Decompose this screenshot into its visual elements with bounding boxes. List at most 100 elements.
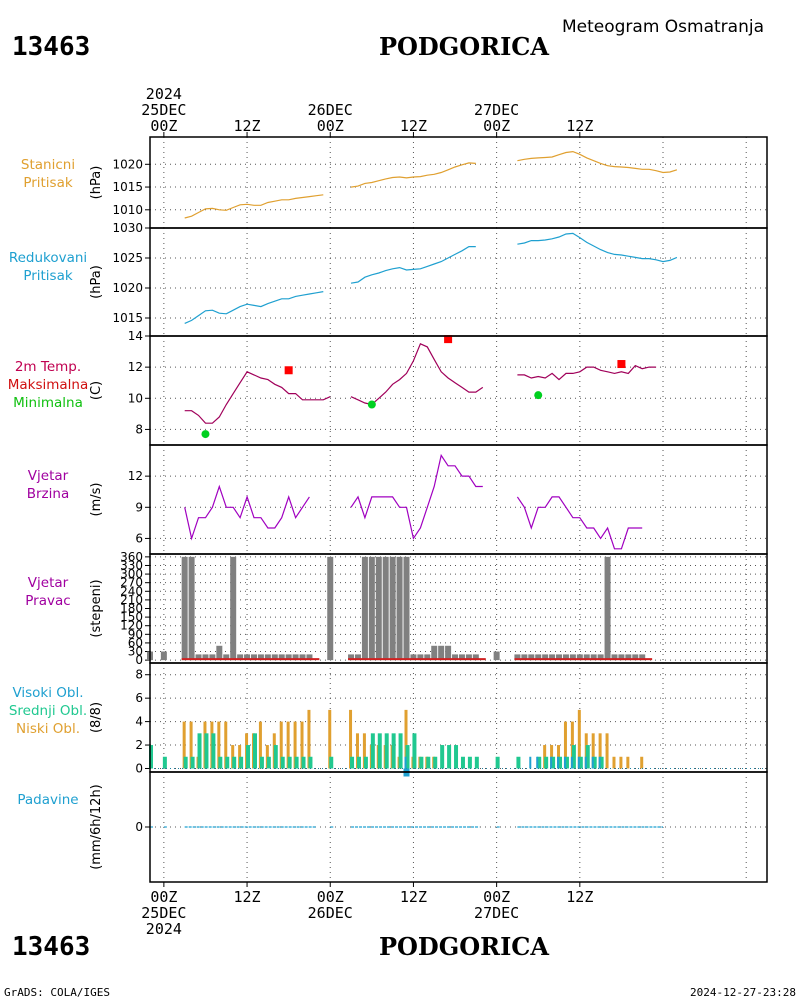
y-tick-label: 1020 <box>112 157 143 171</box>
low-cloud-bar <box>307 709 311 769</box>
panel-label: Pravac <box>25 593 70 609</box>
mid-cloud-bar <box>467 756 472 769</box>
y-tick-label: 1020 <box>112 281 143 295</box>
series-line <box>516 496 643 550</box>
y-tick-label: 180 <box>120 602 143 616</box>
wind-dir-bar <box>590 654 597 661</box>
mid-cloud-bar <box>412 733 417 769</box>
low-cloud-bar <box>279 721 283 769</box>
wind-dir-bar <box>195 654 202 661</box>
panel-label: Minimalna <box>13 395 83 411</box>
wind-dir-bar <box>604 556 611 661</box>
panel-label: Vjetar <box>28 468 69 484</box>
bottom-time-label: 2024 <box>146 920 182 938</box>
high-cloud-bar <box>577 756 580 769</box>
wind-dir-bar <box>160 651 167 661</box>
y-tick-label: 0 <box>135 820 143 834</box>
panel-reduced_pressure: 1015 1020 1025 1030 (hPa)Redukovani Pritisak <box>9 221 768 337</box>
low-cloud-bar <box>404 709 408 769</box>
series-line <box>184 291 324 324</box>
wind-dir-bar <box>514 654 521 661</box>
panel-label: Srednji Obl. <box>9 703 87 719</box>
y-axis-unit: (stepeni) <box>89 579 104 637</box>
y-tick-label: 30 <box>128 645 143 659</box>
wind-dir-bar <box>521 654 528 661</box>
mid-cloud-bar <box>232 756 237 769</box>
mid-cloud-bar <box>537 756 542 769</box>
panel-label: Redukovani <box>9 250 87 266</box>
high-cloud-bar <box>570 756 573 769</box>
y-tick-label: 360 <box>120 550 143 564</box>
top-time-label: 00Z <box>483 117 510 135</box>
mid-cloud-bar <box>585 745 590 769</box>
mid-cloud-bar <box>495 756 500 769</box>
wind-dir-bar <box>278 654 285 661</box>
bottom-time-label: 12Z <box>234 888 261 906</box>
mid-cloud-bar <box>578 756 583 769</box>
wind-dir-bar <box>445 645 452 661</box>
mid-cloud-bar <box>246 745 251 769</box>
mid-cloud-bar <box>211 733 216 769</box>
panel-label: Maksimalna <box>8 377 89 393</box>
mid-cloud-bar <box>329 756 334 769</box>
wind-dir-bar <box>417 654 424 661</box>
y-tick-label: 1030 <box>112 221 143 235</box>
mid-cloud-bar <box>384 733 389 769</box>
mid-cloud-bar <box>551 756 556 769</box>
mid-cloud-bar <box>405 745 410 769</box>
mid-cloud-bar <box>308 756 313 769</box>
y-tick-label: 8 <box>135 668 143 682</box>
high-cloud-bar <box>598 756 601 769</box>
mid-cloud-bar <box>266 756 271 769</box>
high-cloud-bar <box>536 756 539 769</box>
high-cloud-bar <box>529 756 532 769</box>
wind-dir-bar <box>396 556 403 661</box>
y-tick-label: 9 <box>135 500 143 514</box>
top-time-label: 12Z <box>234 117 261 135</box>
y-tick-label: 330 <box>120 558 143 572</box>
wind-dir-bar <box>424 654 431 661</box>
wind-dir-bar <box>632 654 639 661</box>
wind-dir-bar <box>535 654 542 661</box>
bottom-time-label: 00Z <box>483 888 510 906</box>
y-tick-label: 1025 <box>112 251 143 265</box>
station-name-bottom: PODGORICA <box>379 932 549 961</box>
mid-cloud-bar <box>190 756 195 769</box>
mid-cloud-bar <box>287 756 292 769</box>
series-line <box>184 484 310 541</box>
wind-dir-bar <box>223 654 230 661</box>
mid-cloud-bar <box>460 756 465 769</box>
bottom-time-label: 00Z <box>150 888 177 906</box>
high-cloud-bar <box>584 756 587 769</box>
low-cloud-bar <box>293 721 297 769</box>
bottom-time-label: 25DEC <box>141 904 186 922</box>
y-tick-label: 12 <box>128 360 143 374</box>
wind-dir-bar <box>250 654 257 661</box>
mid-cloud-bar <box>259 756 264 769</box>
series-line <box>184 371 331 424</box>
wind-dir-bar <box>389 556 396 661</box>
credit-text: GrADS: COLA/IGES <box>4 986 110 999</box>
wind-dir-bar <box>264 654 271 661</box>
panel-frame <box>149 771 768 883</box>
wind-dir-bar <box>202 654 209 661</box>
bottom-time-label: 12Z <box>400 888 427 906</box>
panel-label: Brzina <box>27 486 69 502</box>
low-cloud-bar <box>640 756 644 769</box>
wind-dir-bar <box>597 654 604 661</box>
wind-dir-bar <box>410 654 417 661</box>
wind-dir-bar <box>542 654 549 661</box>
wind-dir-bar <box>576 654 583 661</box>
y-tick-label: 210 <box>120 593 143 607</box>
mid-cloud-bar <box>225 756 230 769</box>
top-time-label: 00Z <box>317 117 344 135</box>
y-tick-label: 10 <box>128 391 143 405</box>
mid-cloud-bar <box>592 756 597 769</box>
top-time-label: 12Z <box>566 117 593 135</box>
wind-dir-bar <box>452 654 459 661</box>
wind-dir-bar <box>327 556 334 661</box>
series-line <box>350 453 483 540</box>
